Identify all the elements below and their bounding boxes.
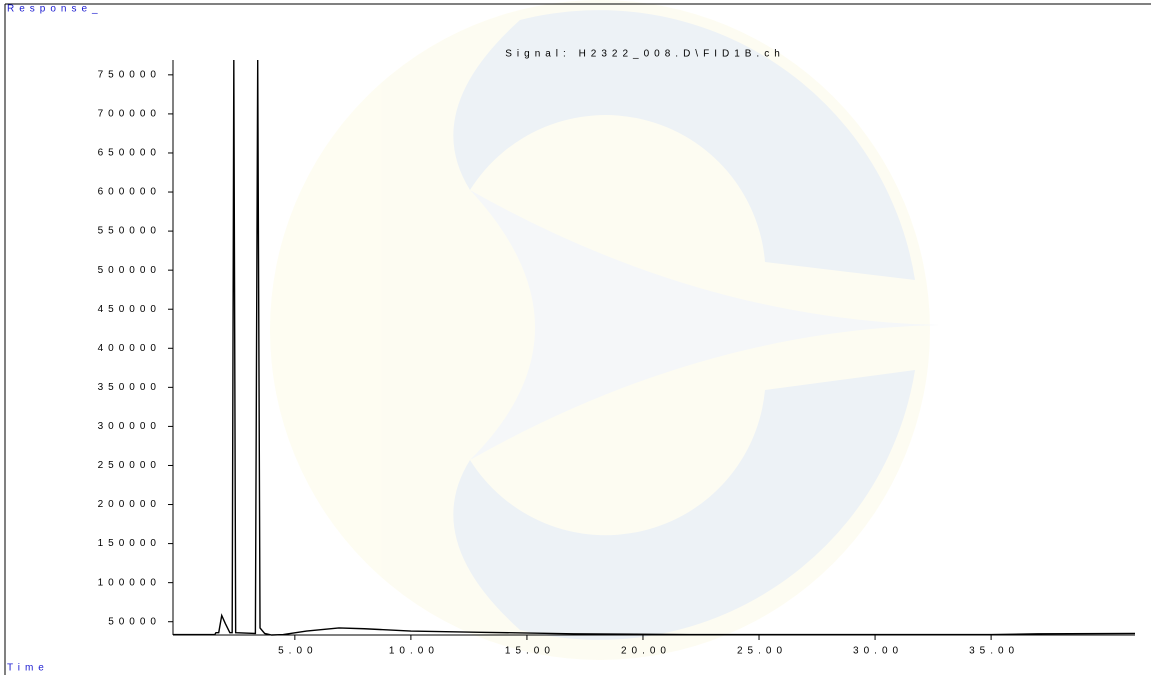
x-tick-label: 30.00: [853, 646, 903, 657]
y-tick-label: 700000: [98, 109, 161, 120]
logo-center: [470, 190, 940, 460]
x-axis-label: Time: [7, 663, 49, 674]
y-tick-label: 400000: [98, 343, 161, 354]
y-tick-label: 350000: [98, 382, 161, 393]
chart-title: Signal: H2322_008.D\FID1B.ch: [505, 49, 785, 60]
x-tick-label: 10.00: [389, 646, 439, 657]
y-tick-label: 500000: [98, 265, 161, 276]
y-tick-label: 550000: [98, 226, 161, 237]
y-tick-label: 450000: [98, 304, 161, 315]
y-tick-label: 750000: [98, 69, 161, 80]
logo-lower: [453, 370, 915, 640]
watermark-logo: [270, 0, 940, 660]
y-tick-label: 300000: [98, 421, 161, 432]
y-tick-label: 150000: [98, 538, 161, 549]
x-tick-label: 35.00: [969, 646, 1019, 657]
y-tick-label: 50000: [108, 616, 161, 627]
y-tick-label: 200000: [98, 499, 161, 510]
y-tick-label: 650000: [98, 148, 161, 159]
y-tick-label: 250000: [98, 460, 161, 471]
y-axis-label: Response_: [7, 4, 103, 15]
signal-line: [173, 59, 1136, 636]
logo-upper: [453, 10, 915, 281]
x-tick-label: 20.00: [621, 646, 671, 657]
y-tick-label: 100000: [98, 577, 161, 588]
y-tick-label: 600000: [98, 187, 161, 198]
x-tick-label: 25.00: [737, 646, 787, 657]
x-tick-label: 15.00: [505, 646, 555, 657]
x-tick-label: 5.00: [278, 646, 317, 657]
